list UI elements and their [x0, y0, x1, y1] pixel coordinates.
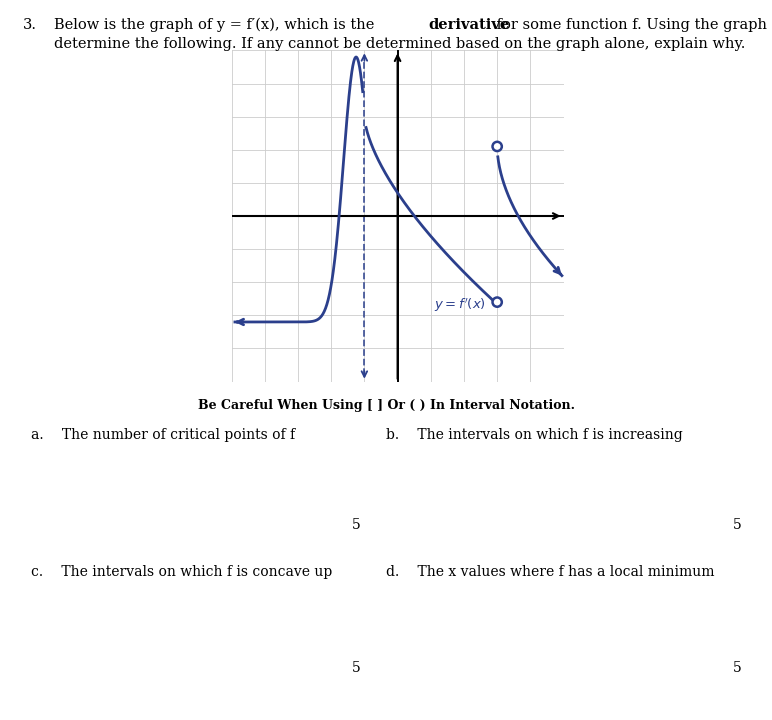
Text: 3.: 3. [23, 18, 37, 32]
Text: a.  The number of critical points of f: a. The number of critical points of f [31, 428, 295, 442]
Text: b.  The intervals on which f is increasing: b. The intervals on which f is increasin… [386, 428, 682, 442]
Text: Below is the graph of y = f′(x), which is the: Below is the graph of y = f′(x), which i… [54, 18, 379, 32]
Text: derivative: derivative [428, 18, 510, 32]
Circle shape [493, 142, 502, 151]
Text: d.  The x values where f has a local minimum: d. The x values where f has a local mini… [386, 565, 715, 579]
Text: for some function f. Using the graph of the derivative of f,: for some function f. Using the graph of … [492, 18, 772, 32]
Text: determine the following. If any cannot be determined based on the graph alone, e: determine the following. If any cannot b… [54, 37, 746, 51]
Text: Be Careful When Using [ ] Or ( ) In Interval Notation.: Be Careful When Using [ ] Or ( ) In Inte… [198, 399, 574, 412]
Text: c.  The intervals on which f is concave up: c. The intervals on which f is concave u… [31, 565, 332, 579]
Text: $y = f'(x)$: $y = f'(x)$ [434, 296, 486, 314]
Text: 5: 5 [351, 662, 361, 675]
Text: 5: 5 [351, 518, 361, 531]
Text: 5: 5 [733, 518, 741, 531]
Circle shape [493, 297, 502, 307]
Text: 5: 5 [733, 662, 741, 675]
